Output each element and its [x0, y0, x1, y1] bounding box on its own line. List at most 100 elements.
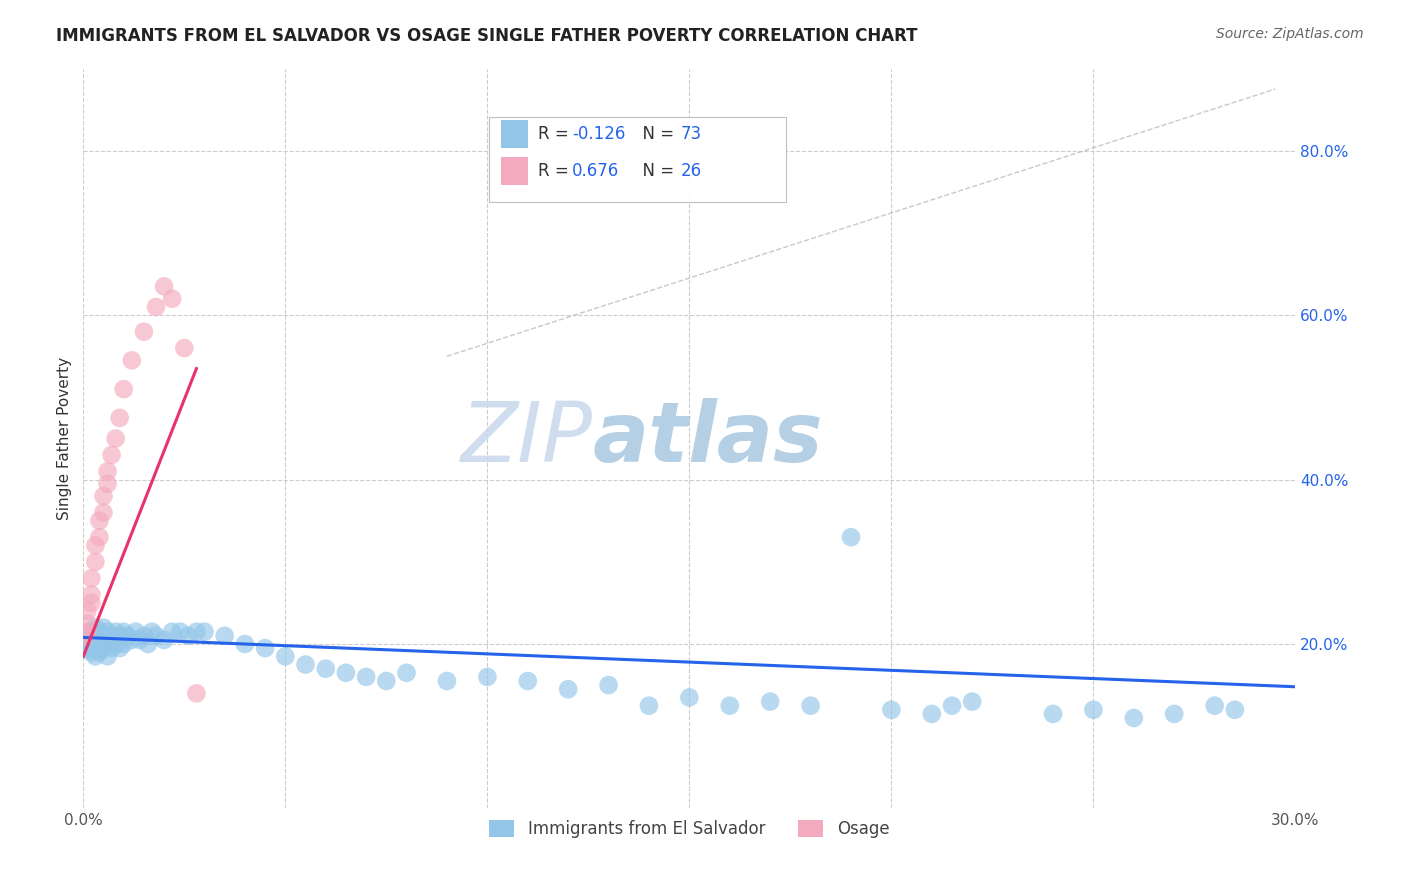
- Point: [254, 641, 277, 656]
- Point: [145, 629, 167, 643]
- Point: [136, 637, 159, 651]
- Point: [839, 530, 862, 544]
- Point: [759, 695, 782, 709]
- Point: [169, 624, 191, 639]
- Point: [354, 670, 377, 684]
- Point: [96, 649, 118, 664]
- Legend: Immigrants from El Salvador, Osage: Immigrants from El Salvador, Osage: [482, 813, 896, 845]
- Point: [80, 571, 103, 585]
- Point: [132, 325, 155, 339]
- Point: [84, 538, 107, 552]
- Point: [294, 657, 316, 672]
- Point: [335, 665, 357, 680]
- Point: [921, 706, 943, 721]
- Point: [100, 641, 122, 656]
- Point: [89, 645, 111, 659]
- Point: [153, 632, 176, 647]
- Point: [104, 624, 127, 639]
- Point: [80, 632, 103, 647]
- Point: [76, 641, 98, 656]
- Point: [84, 641, 107, 656]
- Point: [100, 448, 122, 462]
- Point: [132, 629, 155, 643]
- Text: IMMIGRANTS FROM EL SALVADOR VS OSAGE SINGLE FATHER POVERTY CORRELATION CHART: IMMIGRANTS FROM EL SALVADOR VS OSAGE SIN…: [56, 27, 918, 45]
- Bar: [502, 157, 529, 185]
- Point: [84, 555, 107, 569]
- Point: [89, 530, 111, 544]
- Point: [96, 476, 118, 491]
- Point: [1223, 703, 1246, 717]
- Point: [89, 514, 111, 528]
- Point: [598, 678, 620, 692]
- Point: [160, 292, 183, 306]
- Point: [80, 624, 103, 639]
- Point: [800, 698, 823, 713]
- Text: ZIP: ZIP: [460, 398, 592, 479]
- Text: 26: 26: [681, 161, 702, 179]
- Point: [1042, 706, 1064, 721]
- Text: atlas: atlas: [592, 398, 823, 479]
- Point: [93, 489, 115, 503]
- Point: [104, 432, 127, 446]
- Point: [1083, 703, 1105, 717]
- Point: [93, 641, 115, 656]
- Point: [395, 665, 418, 680]
- Point: [125, 624, 148, 639]
- Text: N =: N =: [633, 125, 679, 143]
- Text: 0.676: 0.676: [572, 161, 619, 179]
- Point: [141, 624, 163, 639]
- Point: [117, 629, 139, 643]
- Point: [121, 353, 143, 368]
- Point: [76, 604, 98, 618]
- Point: [145, 300, 167, 314]
- Point: [96, 464, 118, 478]
- Point: [177, 629, 200, 643]
- Y-axis label: Single Father Poverty: Single Father Poverty: [58, 357, 72, 520]
- Point: [80, 596, 103, 610]
- Text: R =: R =: [538, 125, 574, 143]
- Point: [1163, 706, 1185, 721]
- Point: [960, 695, 983, 709]
- Point: [93, 632, 115, 647]
- Point: [96, 624, 118, 639]
- Point: [160, 624, 183, 639]
- Text: N =: N =: [633, 161, 679, 179]
- Point: [93, 621, 115, 635]
- Point: [516, 673, 538, 688]
- Point: [112, 382, 135, 396]
- Point: [112, 624, 135, 639]
- Point: [100, 629, 122, 643]
- Point: [128, 632, 150, 647]
- Point: [678, 690, 700, 705]
- Point: [1122, 711, 1144, 725]
- Point: [186, 624, 208, 639]
- Point: [89, 637, 111, 651]
- Bar: [502, 120, 529, 148]
- Point: [153, 279, 176, 293]
- Point: [84, 621, 107, 635]
- Point: [76, 629, 98, 643]
- Point: [638, 698, 661, 713]
- Point: [375, 673, 398, 688]
- Point: [233, 637, 256, 651]
- Text: Source: ZipAtlas.com: Source: ZipAtlas.com: [1216, 27, 1364, 41]
- Point: [84, 629, 107, 643]
- Text: -0.126: -0.126: [572, 125, 626, 143]
- Point: [108, 641, 131, 656]
- Point: [80, 641, 103, 656]
- Point: [76, 624, 98, 639]
- Text: 73: 73: [681, 125, 702, 143]
- Point: [76, 616, 98, 631]
- Point: [80, 588, 103, 602]
- FancyBboxPatch shape: [489, 117, 786, 202]
- Point: [121, 632, 143, 647]
- Point: [718, 698, 741, 713]
- Point: [214, 629, 236, 643]
- Point: [112, 637, 135, 651]
- Point: [477, 670, 499, 684]
- Point: [274, 649, 297, 664]
- Point: [80, 645, 103, 659]
- Point: [84, 649, 107, 664]
- Point: [75, 629, 97, 643]
- Point: [186, 686, 208, 700]
